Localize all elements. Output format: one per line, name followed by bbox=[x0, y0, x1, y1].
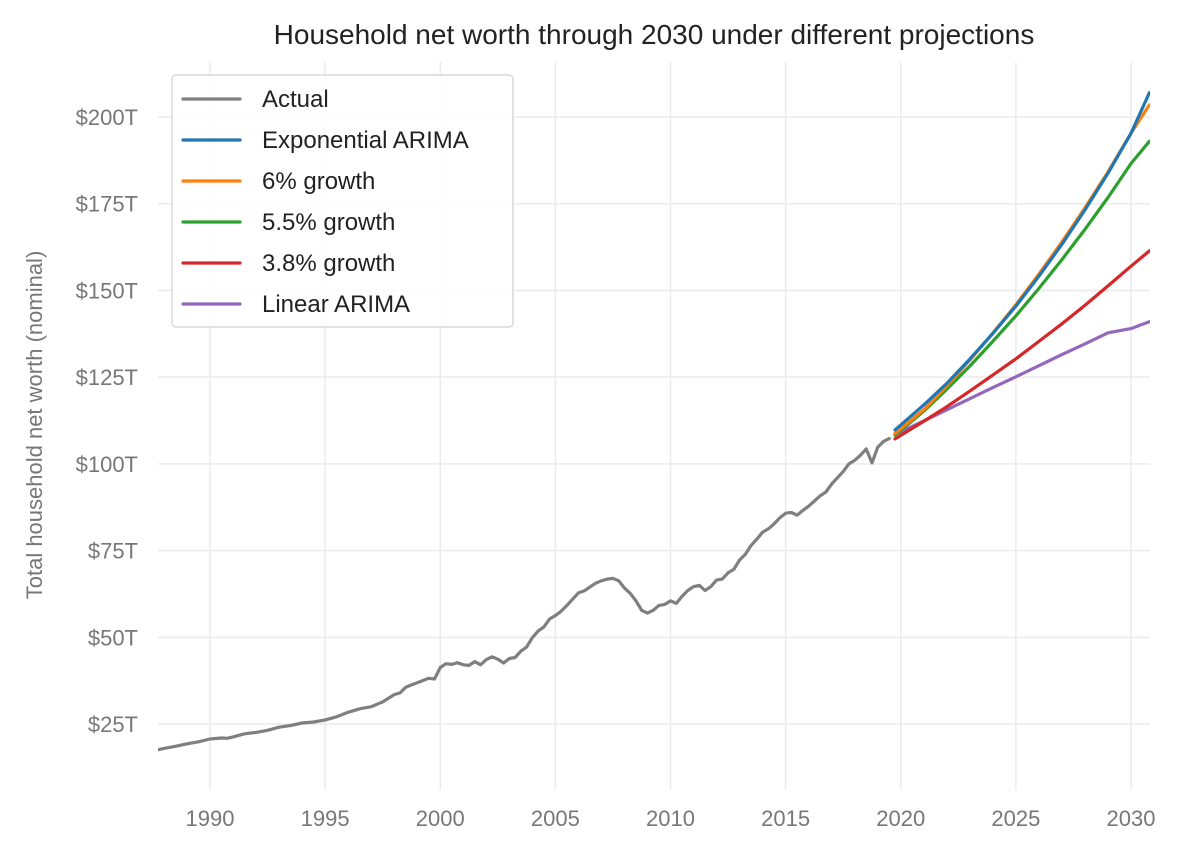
y-tick-label: $50T bbox=[88, 625, 138, 650]
y-tick-label: $25T bbox=[88, 712, 138, 737]
x-tick-label: 2000 bbox=[416, 806, 465, 831]
legend-label: 6% growth bbox=[262, 168, 375, 195]
x-tick-label: 2020 bbox=[876, 806, 925, 831]
series-line-6-growth bbox=[893, 103, 1150, 435]
x-tick-label: 1990 bbox=[186, 806, 235, 831]
y-tick-label: $75T bbox=[88, 539, 138, 564]
x-tick-label: 2010 bbox=[646, 806, 695, 831]
y-axis-label: Total household net worth (nominal) bbox=[22, 251, 47, 600]
y-gridlines bbox=[158, 116, 1150, 725]
legend-label: 3.8% growth bbox=[262, 250, 395, 277]
chart-title: Household net worth through 2030 under d… bbox=[274, 19, 1035, 50]
legend-label: Actual bbox=[262, 86, 329, 113]
series-lines bbox=[158, 91, 1150, 752]
y-tick-label: $200T bbox=[76, 105, 138, 130]
x-tick-label: 1995 bbox=[301, 806, 350, 831]
legend: Actual Exponential ARIMA 6% growth 5.5% gro… bbox=[171, 74, 514, 328]
x-tick-label: 2025 bbox=[991, 806, 1040, 831]
series-line-5-5-growth bbox=[893, 139, 1150, 437]
legend-box bbox=[171, 74, 514, 328]
series-line-actual bbox=[158, 437, 891, 752]
x-tick-labels: 1990 1995 2000 2005 2010 2015 2020 2025 2030 bbox=[186, 806, 1156, 831]
x-tick-label: 2005 bbox=[531, 806, 580, 831]
y-tick-labels: $25T $50T $75T $100T $125T $150T $175T $200T bbox=[76, 105, 138, 737]
legend-label: Exponential ARIMA bbox=[262, 127, 469, 154]
series-line-exponential-arima bbox=[893, 91, 1150, 432]
series-line-3-8-growth bbox=[893, 249, 1150, 441]
x-tick-label: 2030 bbox=[1107, 806, 1156, 831]
x-tick-label: 2015 bbox=[761, 806, 810, 831]
legend-label: Linear ARIMA bbox=[262, 291, 410, 318]
y-tick-label: $150T bbox=[76, 278, 138, 303]
y-tick-label: $125T bbox=[76, 365, 138, 390]
legend-label: 5.5% growth bbox=[262, 209, 395, 236]
y-tick-label: $100T bbox=[76, 452, 138, 477]
series-line-linear-arima bbox=[893, 320, 1150, 436]
y-tick-label: $175T bbox=[76, 192, 138, 217]
